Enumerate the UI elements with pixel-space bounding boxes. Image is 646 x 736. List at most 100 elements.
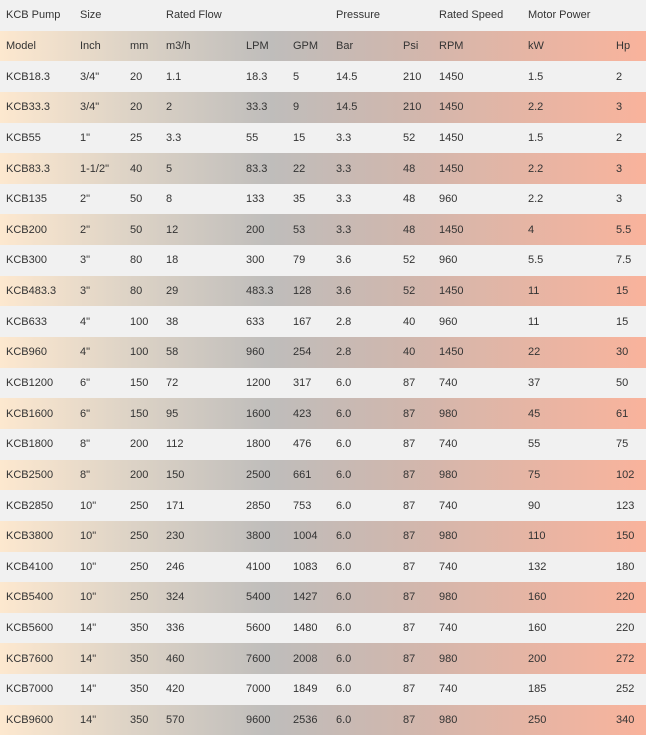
table-cell: 252 [616,683,635,696]
table-cell: 9 [293,101,300,114]
table-cell: 6.0 [336,591,352,604]
table-cell: 87 [403,377,416,389]
table-cell: KCB4100 [6,560,54,573]
table-cell: 35 [293,193,306,206]
table-cell: 95 [166,407,179,420]
table-cell: KCB7000 [6,683,54,696]
table-cell: 87 [403,560,416,573]
table-cell: 753 [293,499,312,512]
table-cell: mm [130,39,149,52]
table-cell: 350 [130,652,149,665]
table-cell: Psi [403,39,419,52]
table-cell [130,0,166,31]
table-cell: 15 [616,315,629,328]
table-cell: kW [528,39,544,52]
table-cell: KCB83.3 [6,162,51,175]
table-cell: 740 [439,683,458,696]
table-cell: 1" [80,131,91,144]
table-cell: 10" [80,530,97,543]
group-header-row: KCB Pump Size Rated Flow Pressure Rated Spee… [0,0,646,31]
table-cell: 11 [528,315,540,328]
table-cell: 40 [403,315,416,328]
table-cell: 87 [403,438,416,451]
table-cell: 2.2 [528,101,544,114]
table-cell: 87 [403,683,416,696]
table-cell: 18 [166,254,179,267]
table-cell [246,0,293,31]
table-cell: 1.5 [528,131,544,144]
table-cell: LPM [246,39,269,52]
table-cell: 200 [130,438,149,451]
table-cell: 250 [130,530,149,543]
table-cell: 12 [166,223,179,236]
table-cell: 1450 [439,162,464,175]
table-row: KCB2500 8" 200 150 2500 661 6.0 87 980 75 102 [0,459,646,491]
table-cell: 4" [80,346,91,359]
table-cell: 29 [166,285,179,298]
table-cell: KCB7600 [6,652,54,665]
table-cell: 180 [616,560,635,573]
table-row: KCB1600 6" 150 95 1600 423 6.0 87 980 45 61 [0,398,646,429]
table-cell: 6.0 [336,377,352,389]
table-cell: 50 [616,377,629,389]
table-cell: 133 [246,193,265,206]
table-cell: RPM [439,39,464,52]
table-cell: 132 [528,560,547,573]
table-cell: 6.0 [336,560,352,573]
table-cell: 14.5 [336,70,358,83]
table-cell: 6" [80,377,91,389]
table-row: KCB1200 6" 150 72 1200 317 6.0 87 740 37 50 [0,367,646,399]
table-cell: 2" [80,193,91,206]
table-cell: 2.8 [336,315,352,328]
table-cell: 2850 [246,499,271,512]
table-row: KCB7600 14" 350 460 7600 2008 6.0 87 980 200 272 [0,643,646,675]
table-cell: 230 [166,530,185,543]
table-cell: 3 [616,193,623,206]
table-cell [403,0,439,31]
table-cell: 50 [130,223,143,236]
table-cell: 250 [130,591,149,604]
table-cell: 340 [616,714,635,727]
table-cell: 160 [528,622,547,635]
table-cell: 980 [439,407,458,420]
table-cell: 3.3 [336,193,352,206]
table-cell: 2.8 [336,346,352,359]
table-cell: 22 [528,346,541,359]
table-cell: 3.3 [336,131,352,144]
table-cell: 6.0 [336,499,352,512]
table-cell: 246 [166,560,185,573]
table-cell: 40 [403,346,416,359]
table-cell: 210 [403,101,422,114]
table-cell: 160 [528,591,547,604]
table-cell: 6.0 [336,683,352,696]
table-cell: 324 [166,591,185,604]
table-cell: 5600 [246,622,271,635]
table-cell: 6" [80,407,91,420]
table-row: KCB7000 14" 350 420 7000 1849 6.0 87 740 185 252 [0,674,646,705]
table-cell: 87 [403,591,416,604]
table-cell: 25 [130,131,143,144]
table-cell: KCB Pump [6,9,61,22]
table-cell: Model [6,39,36,52]
table-cell: 1083 [293,560,318,573]
table-cell: 2 [616,70,623,83]
table-cell: 6.0 [336,468,352,481]
table-cell: 1600 [246,407,271,420]
table-cell: 15 [616,285,629,298]
table-cell: 33.3 [246,101,268,114]
table-cell: 80 [130,254,143,267]
table-cell: 87 [403,622,416,635]
table-cell: 10" [80,591,97,604]
table-cell: 53 [293,223,306,236]
table-cell: 80 [130,285,143,298]
table-cell: Rated Flow [166,9,222,22]
table-cell: 250 [528,714,547,727]
table-cell: 980 [439,652,458,665]
table-cell: 100 [130,346,149,359]
table-cell: 72 [166,377,179,389]
table-cell: 123 [616,499,635,512]
table-cell: 336 [166,622,185,635]
table-row: KCB5400 10" 250 324 5400 1427 6.0 87 980 160 220 [0,582,646,613]
table-cell: 250 [130,560,149,573]
table-cell: 10" [80,499,97,512]
